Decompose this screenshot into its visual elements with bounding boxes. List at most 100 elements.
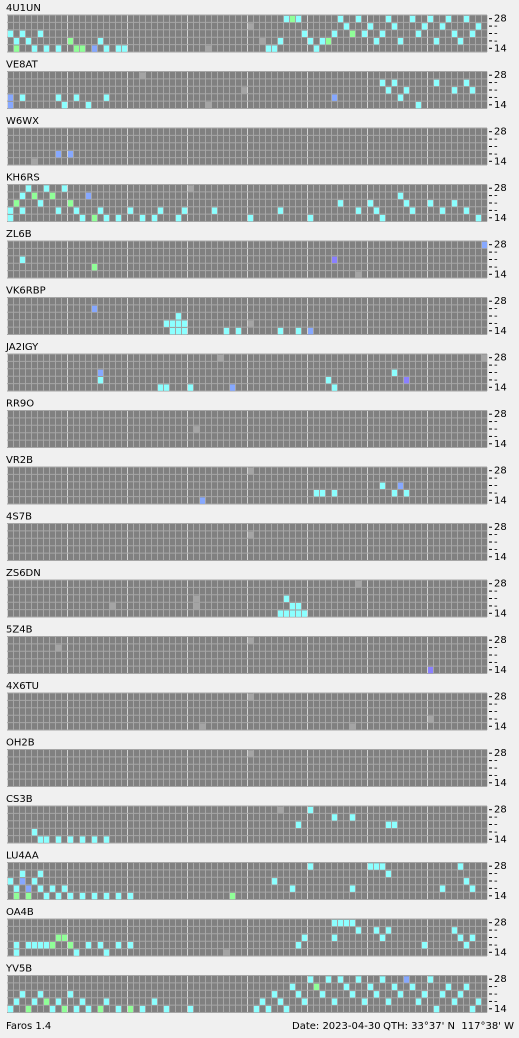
signal-cell — [14, 998, 19, 1005]
signal-cell — [26, 185, 31, 192]
band-label: 14 — [494, 1004, 507, 1015]
signal-cell — [458, 934, 463, 941]
signal-cell — [440, 23, 445, 30]
signal-cell — [434, 1005, 439, 1013]
signal-cell — [410, 15, 415, 23]
signal-cell — [56, 644, 61, 652]
signal-cell — [74, 94, 79, 101]
signal-cell — [182, 207, 187, 214]
signal-cell — [380, 934, 385, 941]
band-label: 14 — [494, 100, 507, 111]
band-label: - — [494, 989, 498, 1000]
signal-cell — [152, 998, 157, 1005]
signal-cell — [404, 976, 409, 983]
signal-cell — [326, 377, 331, 384]
signal-cell — [14, 200, 19, 207]
signal-cell — [92, 45, 97, 52]
signal-cell — [380, 976, 385, 983]
station-name: OH2B — [6, 738, 35, 749]
signal-cell — [332, 490, 337, 497]
signal-cell — [104, 836, 109, 843]
signal-cell — [428, 666, 433, 674]
band-label: - — [494, 360, 498, 371]
signal-cell — [308, 806, 313, 814]
station-name: YV5B — [5, 964, 32, 975]
signal-cell — [14, 45, 19, 52]
signal-cell — [20, 30, 25, 37]
band-label: - — [494, 21, 498, 32]
band-label: - — [494, 318, 498, 329]
app-version: Faros 1.4 — [6, 1021, 51, 1032]
band-label: - — [494, 198, 498, 209]
signal-cell — [320, 991, 325, 998]
signal-cell — [416, 101, 421, 109]
signal-cell — [464, 15, 469, 23]
signal-cell — [50, 192, 55, 200]
signal-cell — [32, 942, 37, 949]
signal-cell — [338, 919, 343, 927]
signal-cell — [284, 15, 289, 23]
band-label: - — [494, 134, 498, 145]
signal-cell — [62, 934, 67, 941]
signal-cell — [392, 23, 397, 30]
signal-cell — [62, 185, 67, 192]
station-name: JA2IGY — [5, 342, 39, 353]
signal-cell — [224, 949, 229, 956]
signal-cell — [398, 482, 403, 489]
band-label: 28 — [494, 70, 507, 81]
band-label: - — [494, 262, 498, 273]
signal-cell — [38, 885, 43, 892]
band-label: - — [494, 770, 498, 781]
signal-cell — [374, 927, 379, 934]
signal-cell — [398, 192, 403, 200]
signal-cell — [14, 949, 19, 956]
signal-cell — [356, 927, 361, 934]
band-label: - — [494, 982, 498, 993]
station-name: VE8AT — [6, 60, 39, 71]
signal-cell — [404, 377, 409, 384]
signal-cell — [92, 264, 97, 271]
signal-cell — [248, 320, 253, 327]
signal-cell — [314, 490, 319, 497]
band-label: - — [494, 149, 498, 160]
signal-cell — [248, 467, 253, 475]
signal-cell — [272, 991, 277, 998]
signal-cell — [44, 45, 49, 52]
signal-cell — [38, 200, 43, 207]
signal-cell — [20, 207, 25, 214]
signal-cell — [368, 200, 373, 207]
signal-cell — [176, 320, 181, 327]
band-label: - — [494, 424, 498, 435]
signal-cell — [296, 603, 301, 610]
band-label: - — [494, 827, 498, 838]
signal-cell — [86, 192, 91, 200]
band-label: - — [494, 304, 498, 315]
signal-cell — [356, 580, 361, 588]
signal-cell — [458, 863, 463, 870]
band-label: - — [494, 191, 498, 202]
band-label: 28 — [494, 183, 507, 194]
signal-cell — [236, 327, 241, 335]
signal-cell — [104, 892, 109, 900]
band-label: 28 — [494, 296, 507, 307]
signal-cell — [356, 976, 361, 983]
band-label: - — [494, 142, 498, 153]
station-name: VK6RBP — [6, 286, 46, 297]
signal-cell — [314, 45, 319, 52]
signal-cell — [8, 1005, 13, 1013]
signal-cell — [8, 207, 13, 214]
signal-cell — [482, 241, 487, 249]
signal-cell — [356, 15, 361, 23]
signal-cell — [68, 942, 73, 949]
signal-cell — [344, 23, 349, 30]
signal-cell — [230, 384, 235, 391]
signal-cell — [170, 320, 175, 327]
band-label: 28 — [494, 240, 507, 251]
signal-cell — [386, 87, 391, 94]
signal-cell — [392, 983, 397, 991]
signal-cell — [194, 426, 199, 433]
